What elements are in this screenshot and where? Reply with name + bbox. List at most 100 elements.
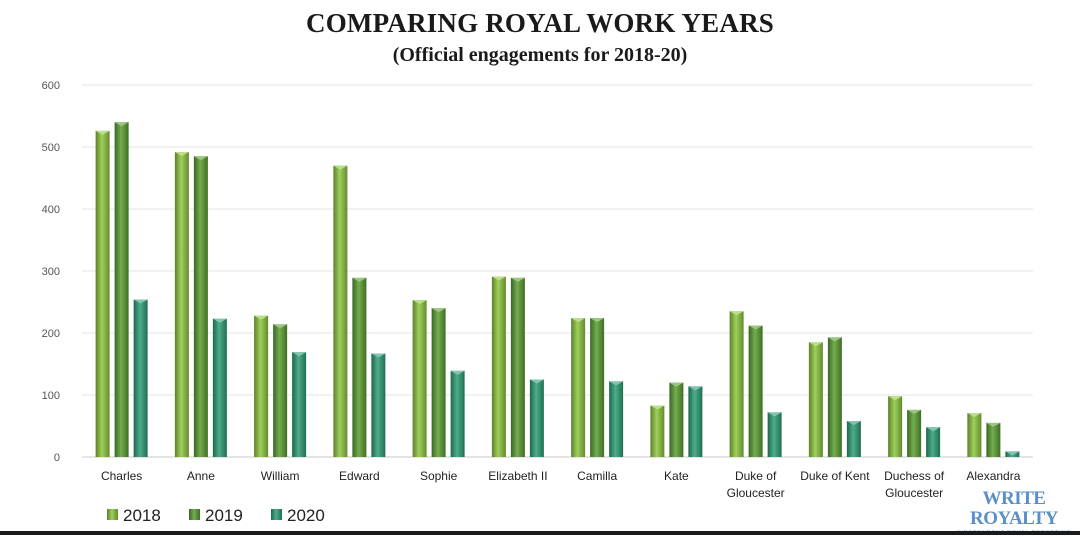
bar-cap (907, 409, 922, 414)
y-tick-label: 600 (42, 80, 60, 92)
x-tick-label: William (261, 469, 300, 483)
bar-cap (431, 308, 446, 313)
bar-cap (967, 412, 982, 417)
bar-cap (688, 386, 703, 391)
bar-body (767, 412, 782, 457)
bar (510, 277, 525, 457)
chart-subtitle: (Official engagements for 2018-20) (392, 44, 688, 66)
bar (273, 324, 288, 457)
logo-main-text: WRITE ROYALTY (969, 488, 1059, 529)
bar (431, 308, 446, 457)
bar-cap (114, 122, 129, 127)
bar-cap (1005, 451, 1020, 456)
bar-cap (986, 422, 1001, 427)
legend-swatch (107, 509, 118, 520)
bar-cap (95, 130, 110, 135)
legend-item: 2018 (107, 506, 161, 525)
y-tick-label: 400 (42, 204, 60, 216)
bar (767, 412, 782, 457)
bar (412, 300, 427, 457)
bar-body (491, 276, 506, 457)
bar-body (371, 353, 386, 457)
bar-body (967, 412, 982, 457)
bar-body (808, 342, 823, 457)
x-axis-labels: Charles Anne William Edward Sophie Elizabeth … (101, 469, 1021, 500)
bar-body (193, 156, 208, 458)
bar (926, 427, 941, 457)
y-tick-label: 100 (42, 390, 60, 402)
bar-body (114, 122, 129, 457)
x-tick-label: Duke of Gloucester (727, 469, 785, 500)
bar-body (748, 325, 763, 457)
bar (133, 299, 148, 457)
bar (95, 130, 110, 457)
bar-body (292, 352, 307, 457)
bar-body (986, 422, 1001, 457)
bar (808, 342, 823, 457)
legend-item: 2020 (271, 506, 325, 525)
legend-label: 2020 (287, 506, 325, 525)
x-tick-label: Alexandra (966, 469, 1020, 483)
bar-body (133, 299, 148, 457)
bar-cap (174, 151, 189, 156)
bar-body (273, 324, 288, 457)
bar-body (352, 277, 367, 457)
bar (650, 405, 665, 457)
bar-cap (333, 165, 348, 170)
bar-cap (212, 318, 227, 323)
bar-cap (412, 300, 427, 305)
bar-body (827, 337, 842, 457)
y-tick-label: 200 (42, 328, 60, 340)
bar-body (688, 386, 703, 457)
x-tick-label: Duke of Kent (800, 469, 870, 483)
bar-cap (491, 276, 506, 281)
x-tick-label: Edward (339, 469, 380, 483)
bar (491, 276, 506, 457)
bar-cap (273, 324, 288, 329)
bar (967, 412, 982, 457)
bar-cap (193, 156, 208, 161)
bar-cap (450, 370, 465, 375)
bar-cap (808, 342, 823, 347)
bar (846, 421, 861, 457)
gridlines (82, 84, 1033, 458)
legend: 2018 2019 2020 (107, 506, 325, 525)
bar-body (510, 277, 525, 457)
bar-body (926, 427, 941, 457)
bottom-border (0, 531, 1080, 535)
bar (333, 165, 348, 457)
bar (571, 318, 586, 457)
bar-body (254, 315, 269, 457)
bar (450, 370, 465, 457)
x-tick-label: Duchess of Gloucester (884, 469, 945, 500)
bar-cap (888, 396, 903, 401)
bar-body (212, 318, 227, 457)
bar (907, 409, 922, 457)
write-royalty-logo: WRITE ROYALTY INDEPENDENT ROYAL REPORTIN… (952, 489, 1076, 537)
legend-swatch (271, 509, 282, 520)
bar-body (650, 405, 665, 457)
bar-cap (529, 379, 544, 384)
legend-label: 2018 (123, 506, 161, 525)
bar-cap (846, 421, 861, 426)
bar-body (907, 409, 922, 457)
bar (827, 337, 842, 457)
bar (986, 422, 1001, 457)
bar-body (669, 382, 684, 457)
legend-swatch (189, 509, 200, 520)
x-tick-label: Sophie (420, 469, 458, 483)
bar-cap (748, 325, 763, 330)
bar-cap (510, 277, 525, 282)
bar (174, 151, 189, 457)
bar (254, 315, 269, 457)
x-tick-label: Camilla (577, 469, 617, 483)
bar-cap (371, 353, 386, 358)
legend-label: 2019 (205, 506, 243, 525)
y-axis-ticks: 0 100 200 300 400 500 600 (42, 80, 60, 464)
bar-body (431, 308, 446, 457)
bar (688, 386, 703, 457)
bar (590, 318, 605, 457)
bar-cap (609, 381, 624, 386)
bar-cap (352, 277, 367, 282)
